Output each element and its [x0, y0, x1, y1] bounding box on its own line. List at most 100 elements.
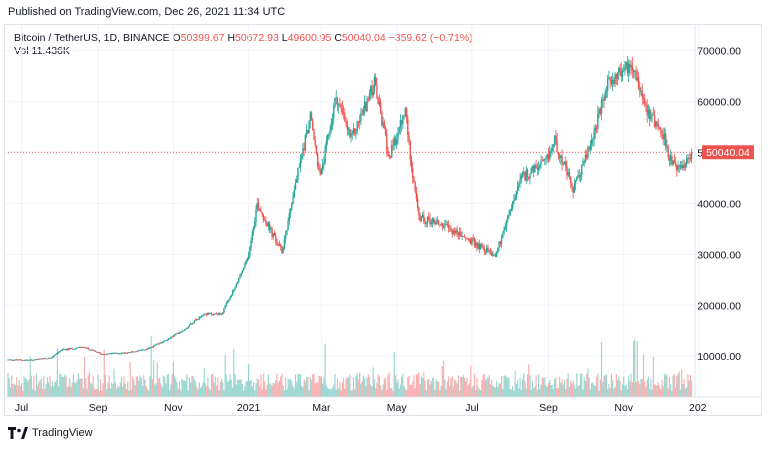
volume-bar [217, 377, 219, 397]
volume-bar [308, 390, 310, 397]
volume-bar [671, 390, 673, 397]
candle-body [430, 222, 432, 225]
volume-bar [224, 355, 226, 397]
candle-body [188, 324, 191, 327]
volume-bar [550, 385, 552, 397]
volume-bar [294, 374, 297, 397]
volume-bar [661, 379, 663, 397]
volume-bar [215, 385, 218, 397]
volume-bar [462, 375, 464, 397]
volume-bar [393, 351, 395, 397]
candle-body [320, 168, 323, 175]
candle-body [281, 246, 283, 253]
volume-bar [565, 388, 567, 397]
candle-body [351, 132, 353, 134]
candle-body [67, 348, 70, 350]
candle-body [160, 342, 162, 344]
volume-bar [185, 381, 187, 397]
candle-body [249, 247, 251, 256]
volume-bar [156, 362, 158, 397]
volume-bar [599, 379, 601, 397]
candle-body [152, 345, 155, 348]
candle-body [613, 79, 615, 84]
volume-bar [438, 381, 440, 397]
volume-bar [132, 376, 134, 397]
volume-bar [13, 383, 15, 397]
volume-bar [471, 387, 473, 397]
volume-bar [376, 383, 378, 397]
candle-body [688, 157, 690, 160]
volume-bar [487, 377, 489, 397]
volume-bar [191, 375, 193, 397]
candle-body [664, 133, 667, 147]
volume-bar [129, 361, 131, 397]
volume-bar [170, 384, 172, 397]
candle-body [120, 352, 123, 354]
published-text: Published on TradingView.com, Dec 26, 20… [8, 6, 286, 18]
candle-body [590, 139, 593, 145]
volume-bar [600, 342, 603, 397]
volume-bar [218, 390, 220, 397]
candle-body [234, 286, 236, 290]
x-tick-label: Nov [614, 402, 633, 414]
volume-bar [497, 386, 499, 397]
candle-body [497, 247, 499, 254]
candle-body [171, 336, 173, 338]
volume-bar [33, 375, 35, 397]
volume-bar [557, 388, 559, 397]
volume-bar [219, 381, 221, 397]
y-tick-label: 60000.00 [697, 96, 741, 108]
volume-bar [172, 361, 174, 397]
candle-body [402, 116, 404, 125]
volume-bar [361, 381, 363, 397]
volume-bar [563, 379, 566, 397]
volume-bar [175, 378, 177, 397]
candle-body [556, 139, 558, 152]
candle-body [356, 121, 358, 131]
volume-bar [551, 384, 553, 397]
volume-bar [589, 389, 592, 397]
volume-bar [344, 388, 346, 397]
candle-body [662, 134, 664, 139]
candle-body [140, 349, 142, 351]
candle-body [446, 223, 448, 226]
candle-body [321, 164, 324, 169]
candle-body [645, 103, 647, 105]
tradingview-logo[interactable]: TradingView [8, 427, 93, 439]
x-tick-label: 202 [689, 402, 707, 414]
candle-body [581, 165, 583, 176]
candle-body [677, 165, 679, 171]
volume-bar [489, 384, 492, 397]
candle-body [59, 351, 61, 353]
vol-value: 11.436K [31, 45, 70, 57]
candle-body [362, 109, 365, 114]
volume-bar [524, 381, 526, 397]
candle-body [99, 352, 102, 355]
volume-bar [214, 376, 216, 397]
candle-body [478, 243, 481, 250]
candle-body [265, 220, 267, 223]
candle-body [600, 99, 603, 115]
candle-body [180, 332, 182, 333]
candle-body [568, 172, 571, 177]
volume-bar [614, 386, 616, 397]
candle-body [461, 236, 463, 237]
volume-bar [146, 388, 149, 397]
volume-bar [641, 378, 643, 397]
candle-body [138, 350, 140, 352]
candle-body [88, 349, 91, 351]
candle-body [514, 197, 516, 200]
candle-body [483, 248, 485, 252]
candle-body [133, 351, 135, 353]
candle-body [382, 122, 384, 126]
candle-body [516, 186, 519, 191]
volume-bar [633, 341, 635, 397]
volume-bar [409, 384, 411, 397]
candle-body [672, 160, 674, 165]
candle-body [55, 354, 57, 355]
volume-bar [378, 376, 381, 397]
volume-bar [370, 384, 372, 397]
candle-body [562, 164, 564, 165]
volume-bar [429, 384, 431, 397]
